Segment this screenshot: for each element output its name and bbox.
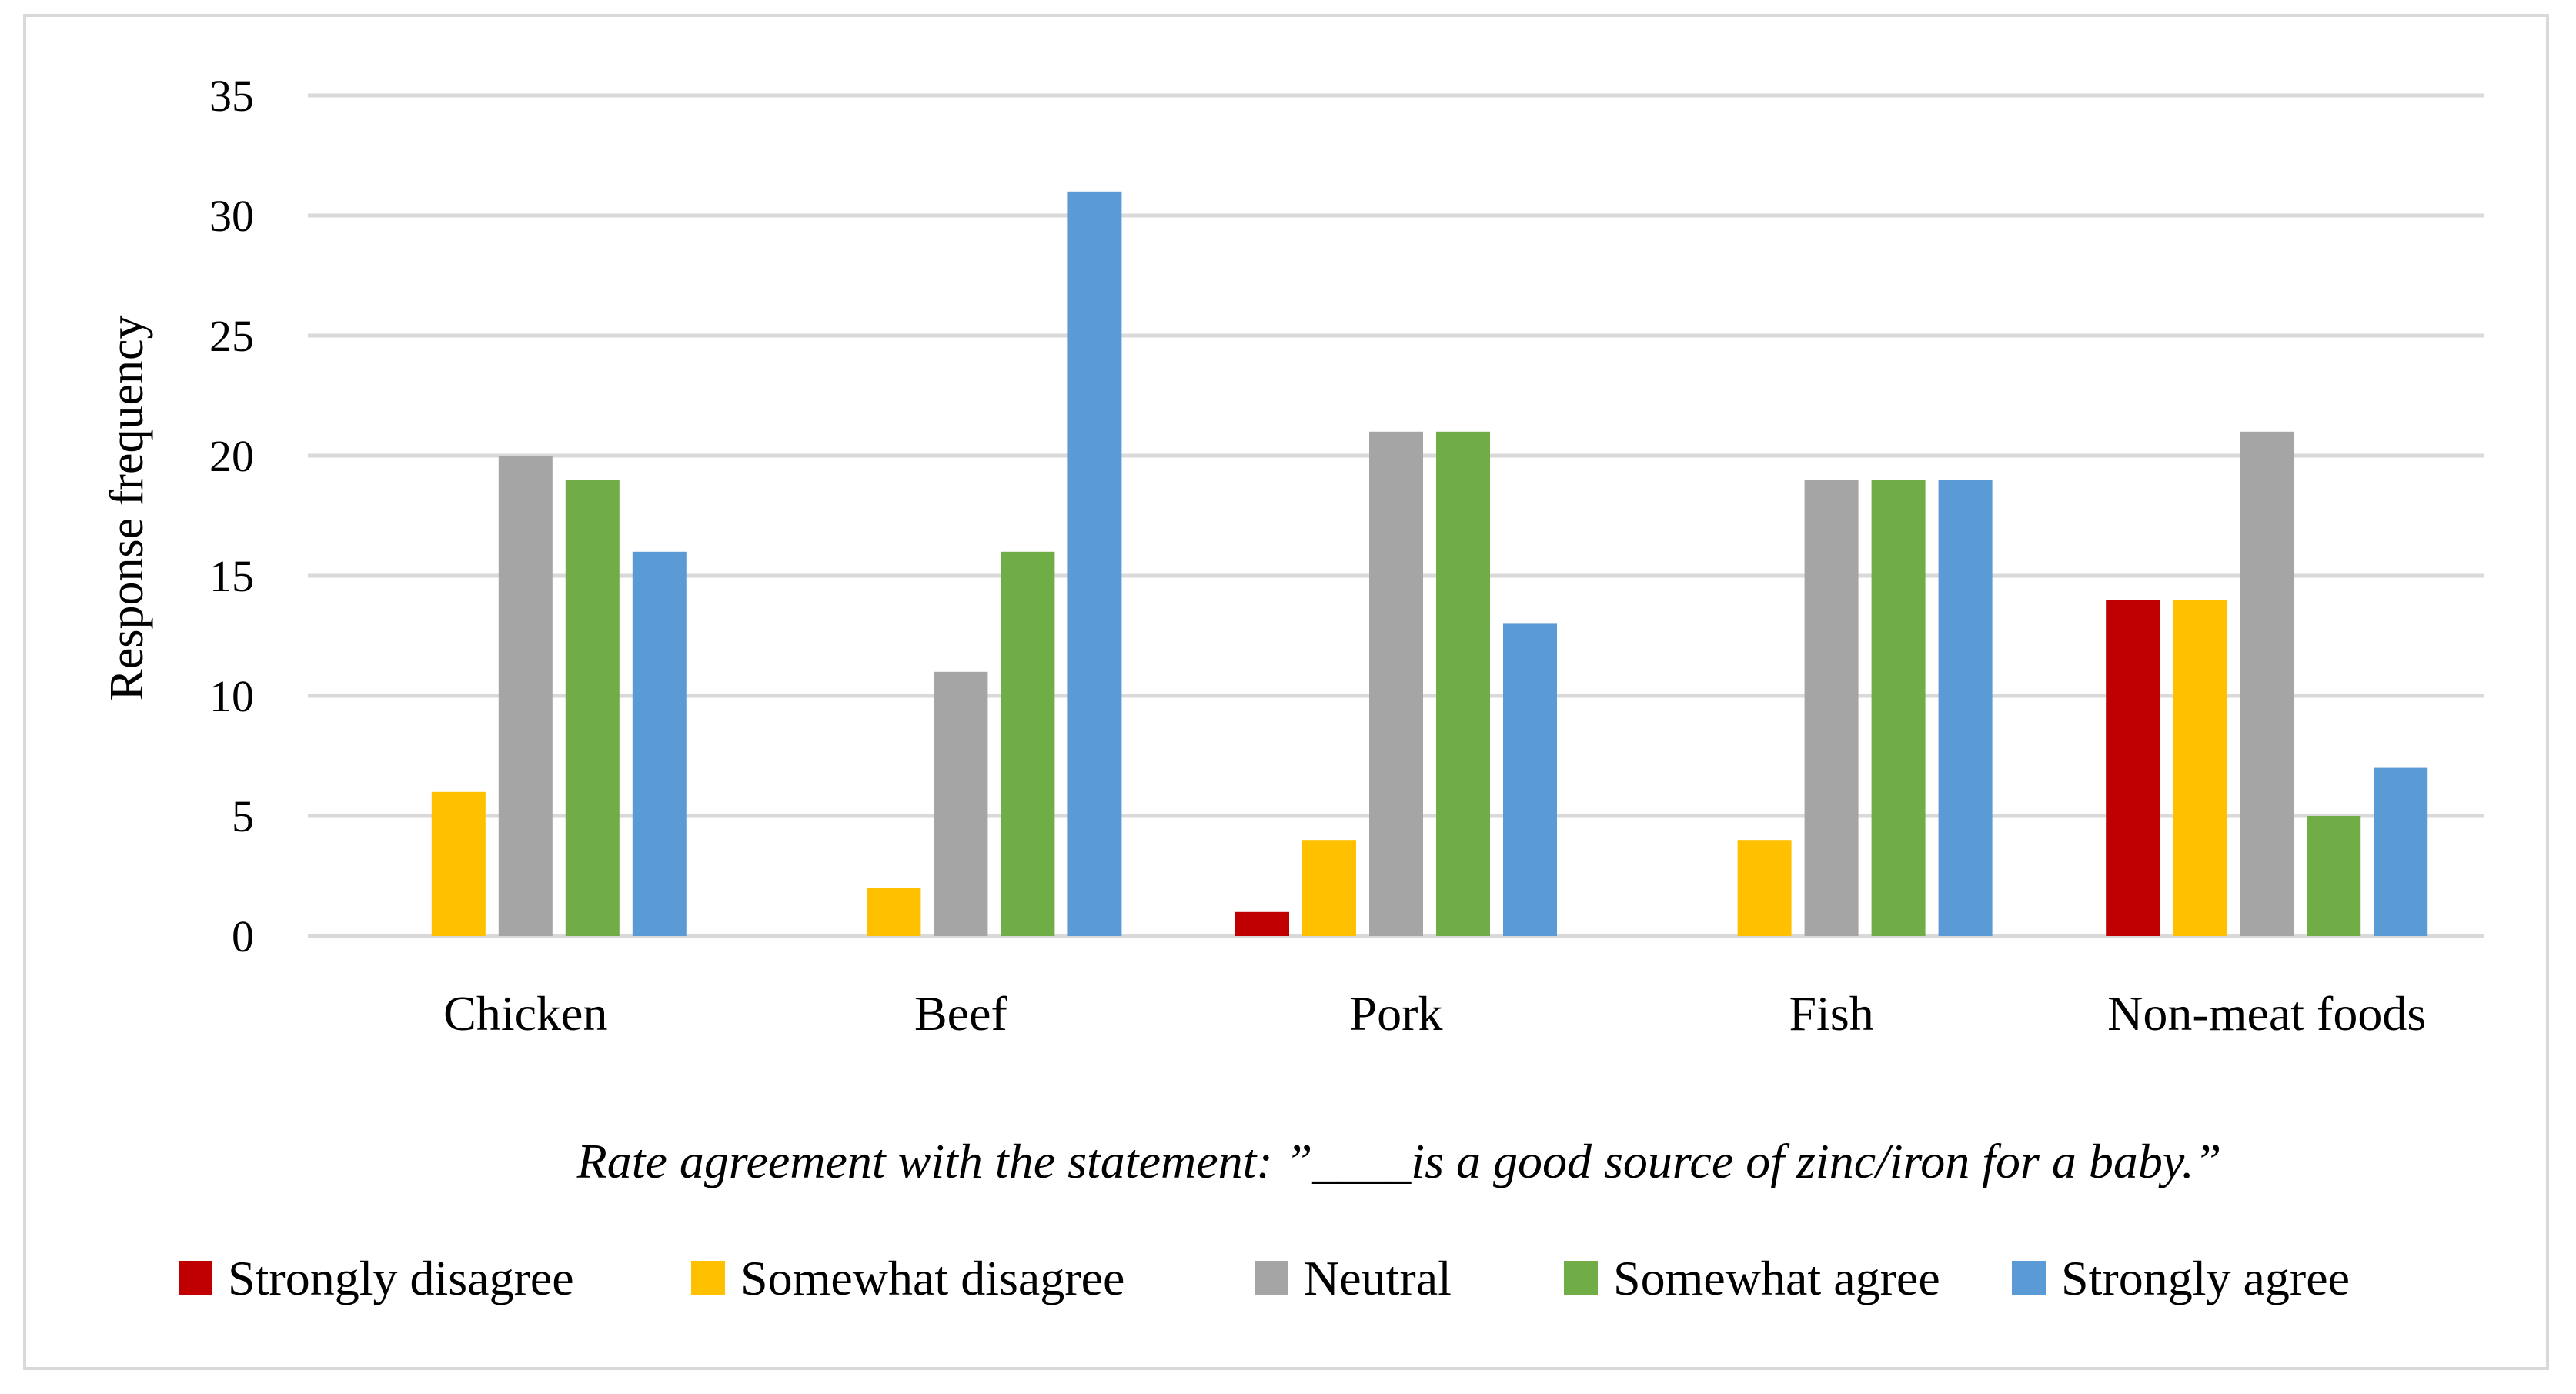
bar-fish-strongly-agree bbox=[1938, 480, 1993, 936]
y-tick-label: 15 bbox=[209, 551, 254, 601]
y-tick-label: 30 bbox=[209, 191, 254, 241]
y-axis-ticks: 0 5 10 15 20 25 30 35 bbox=[209, 71, 254, 961]
x-axis-categories: Chicken Beef Pork Fish Non-meat foods bbox=[443, 986, 2426, 1041]
legend-swatch bbox=[691, 1261, 725, 1295]
y-tick-label: 20 bbox=[209, 431, 254, 481]
bar-fish-somewhat-agree bbox=[1871, 480, 1926, 936]
legend-swatch bbox=[2012, 1261, 2046, 1295]
y-tick-label: 5 bbox=[232, 791, 254, 841]
x-category-label: Non-meat foods bbox=[2107, 986, 2426, 1041]
bar-non-meat-foods-neutral bbox=[2240, 431, 2294, 936]
legend-label: Strongly agree bbox=[2061, 1251, 2350, 1305]
bar-fish-somewhat-disagree bbox=[1737, 840, 1792, 936]
bar-non-meat-foods-somewhat-disagree bbox=[2173, 600, 2227, 936]
x-category-label: Beef bbox=[914, 986, 1008, 1041]
legend-label: Somewhat agree bbox=[1613, 1251, 1940, 1305]
legend-label: Neutral bbox=[1304, 1251, 1452, 1305]
bar-chicken-neutral bbox=[498, 456, 553, 936]
bar-beef-somewhat-agree bbox=[1001, 551, 1055, 936]
bar-beef-neutral bbox=[934, 671, 988, 936]
x-category-label: Chicken bbox=[443, 986, 607, 1041]
bar-beef-somewhat-disagree bbox=[867, 888, 921, 936]
bar-pork-neutral bbox=[1369, 431, 1423, 936]
bar-pork-strongly-agree bbox=[1503, 623, 1557, 936]
bar-chicken-somewhat-disagree bbox=[431, 791, 486, 936]
bars bbox=[431, 191, 2428, 937]
x-category-label: Pork bbox=[1350, 986, 1443, 1041]
legend-swatch bbox=[1255, 1261, 1288, 1295]
y-tick-label: 35 bbox=[209, 71, 254, 121]
bar-chicken-somewhat-agree bbox=[565, 480, 620, 936]
y-tick-label: 0 bbox=[232, 911, 254, 961]
legend-label: Strongly disagree bbox=[228, 1251, 574, 1305]
x-axis-title: Rate agreement with the statement: ”____… bbox=[576, 1134, 2222, 1188]
y-tick-label: 10 bbox=[209, 671, 254, 721]
legend-label: Somewhat disagree bbox=[740, 1251, 1124, 1305]
bar-non-meat-foods-strongly-agree bbox=[2374, 767, 2428, 936]
bar-pork-somewhat-agree bbox=[1436, 431, 1490, 936]
y-axis-title: Response frequency bbox=[101, 316, 153, 701]
bar-pork-somewhat-disagree bbox=[1302, 840, 1356, 936]
bar-non-meat-foods-strongly-disagree bbox=[2106, 600, 2160, 936]
bar-pork-strongly-disagree bbox=[1235, 911, 1289, 936]
y-tick-label: 25 bbox=[209, 311, 254, 361]
legend-swatch bbox=[1564, 1261, 1598, 1295]
legend-swatch bbox=[179, 1261, 212, 1295]
legend: Strongly disagree Somewhat disagree Neutra… bbox=[179, 1251, 2350, 1305]
bar-beef-strongly-agree bbox=[1067, 191, 1122, 937]
bar-non-meat-foods-somewhat-agree bbox=[2307, 816, 2361, 936]
x-category-label: Fish bbox=[1789, 986, 1873, 1041]
bar-fish-neutral bbox=[1804, 480, 1859, 936]
bar-chicken-strongly-agree bbox=[632, 551, 687, 936]
